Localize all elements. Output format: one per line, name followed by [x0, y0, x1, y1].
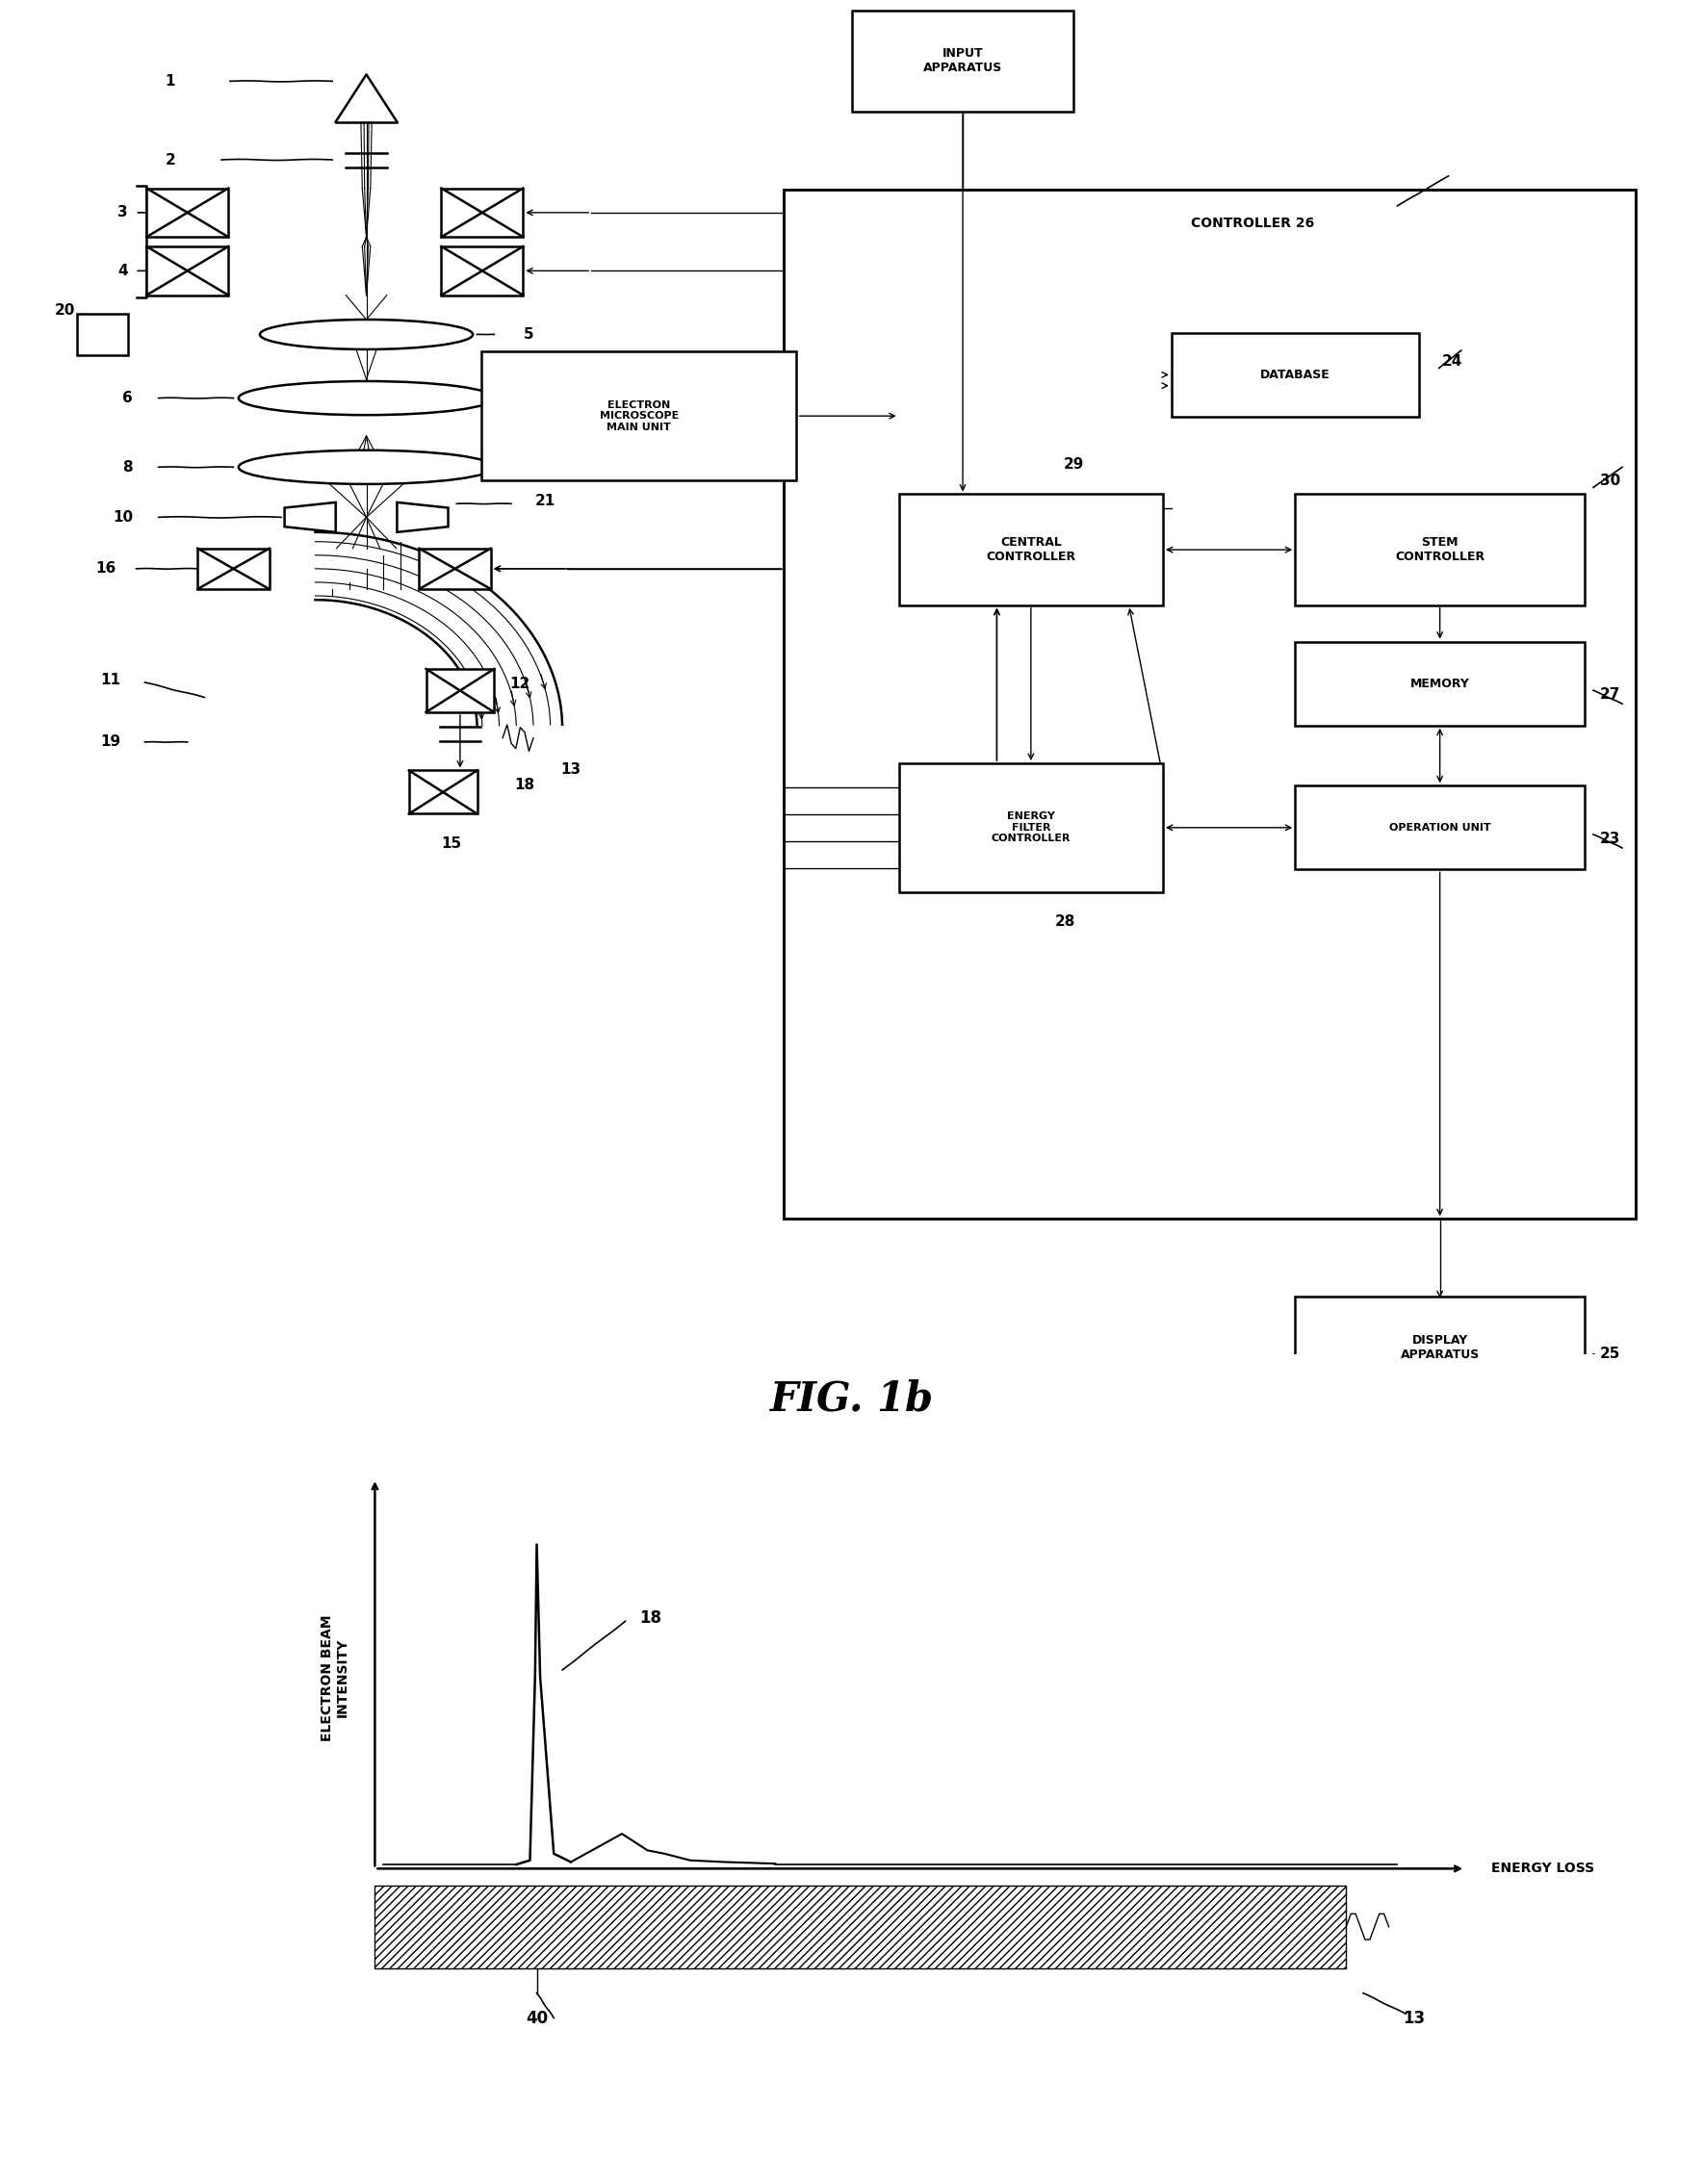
Text: 23: 23 — [1600, 832, 1621, 845]
Text: 40: 40 — [525, 2009, 549, 2027]
Text: 30: 30 — [1600, 474, 1621, 487]
Text: CONTROLLER 26: CONTROLLER 26 — [1191, 216, 1314, 229]
Text: DISPLAY
APPARATUS: DISPLAY APPARATUS — [1401, 1334, 1479, 1361]
Bar — [441, 188, 523, 236]
Text: ENERGY LOSS: ENERGY LOSS — [1491, 1863, 1595, 1876]
Text: INPUT
APPARATUS: INPUT APPARATUS — [924, 48, 1002, 74]
Text: CENTRAL
CONTROLLER: CENTRAL CONTROLLER — [987, 537, 1075, 563]
Bar — [198, 548, 269, 590]
Text: 18: 18 — [515, 778, 535, 793]
Polygon shape — [397, 502, 448, 533]
Text: OPERATION UNIT: OPERATION UNIT — [1389, 823, 1491, 832]
Bar — [1295, 642, 1585, 725]
Text: ELECTRON
MICROSCOPE
MAIN UNIT: ELECTRON MICROSCOPE MAIN UNIT — [600, 400, 678, 432]
Bar — [77, 314, 128, 354]
Bar — [441, 247, 523, 295]
Text: FIG. 1b: FIG. 1b — [770, 1378, 934, 1420]
Text: 11: 11 — [101, 673, 121, 688]
Polygon shape — [285, 502, 336, 533]
Text: 28: 28 — [1055, 915, 1075, 928]
Text: 21: 21 — [535, 494, 556, 509]
Text: 19: 19 — [101, 734, 121, 749]
Bar — [375, 1885, 1346, 1968]
Ellipse shape — [239, 450, 494, 485]
Bar — [1295, 786, 1585, 869]
Text: DATABASE: DATABASE — [1259, 369, 1331, 380]
Bar — [481, 352, 796, 480]
Text: 4: 4 — [118, 264, 128, 277]
Text: ELECTRON BEAM
INTENSITY: ELECTRON BEAM INTENSITY — [320, 1614, 349, 1741]
Ellipse shape — [239, 382, 494, 415]
Text: 5: 5 — [523, 328, 533, 341]
Bar — [1295, 494, 1585, 605]
Text: 25: 25 — [1600, 1348, 1621, 1361]
Text: FIG. 1a: FIG. 1a — [891, 20, 1051, 61]
Bar — [409, 771, 477, 815]
Text: 18: 18 — [639, 1610, 661, 1627]
Text: MEMORY: MEMORY — [1411, 677, 1469, 690]
Text: 3: 3 — [118, 205, 128, 221]
Bar — [419, 548, 491, 590]
Bar — [784, 190, 1636, 1219]
Bar — [1295, 1297, 1585, 1398]
Bar — [147, 247, 228, 295]
Text: 12: 12 — [509, 677, 530, 690]
Text: 8: 8 — [123, 461, 133, 474]
Text: 6: 6 — [123, 391, 133, 406]
Text: 16: 16 — [95, 561, 116, 577]
Bar — [900, 494, 1164, 605]
Text: 29: 29 — [1063, 456, 1084, 472]
Text: 20: 20 — [55, 304, 75, 317]
Text: 15: 15 — [441, 836, 462, 852]
Text: ENERGY
FILTER
CONTROLLER: ENERGY FILTER CONTROLLER — [992, 812, 1070, 843]
Text: 13: 13 — [1402, 2009, 1426, 2027]
Text: STEM
CONTROLLER: STEM CONTROLLER — [1396, 537, 1484, 563]
Bar — [426, 668, 494, 712]
Text: 27: 27 — [1600, 688, 1621, 701]
Text: 2: 2 — [165, 153, 176, 166]
Bar — [1172, 332, 1419, 417]
Bar — [852, 11, 1074, 111]
Text: 10: 10 — [112, 511, 133, 524]
Ellipse shape — [261, 319, 474, 349]
Text: 24: 24 — [1442, 354, 1464, 369]
Text: 1: 1 — [165, 74, 176, 90]
Bar — [147, 188, 228, 236]
Text: 13: 13 — [561, 762, 581, 775]
Bar — [900, 762, 1164, 891]
